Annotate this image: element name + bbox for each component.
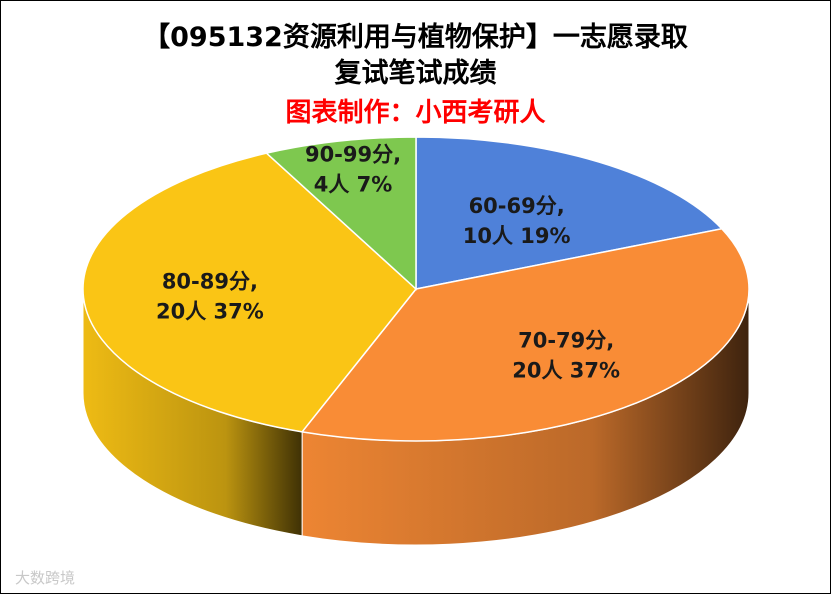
watermark: 大数跨境 [15, 567, 75, 588]
